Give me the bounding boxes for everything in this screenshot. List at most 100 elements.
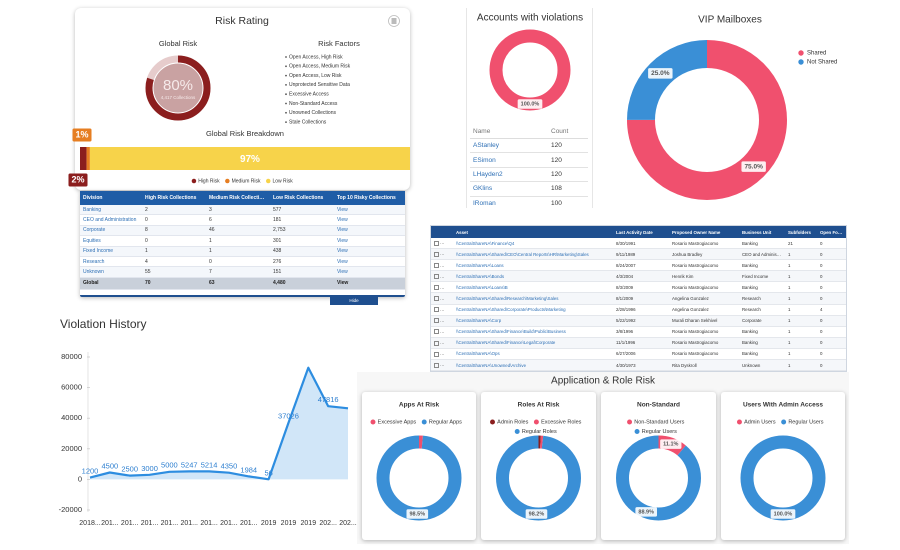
table-cell: 5/22/1992	[613, 315, 669, 327]
bullet	[285, 121, 287, 123]
table-cell: 1	[785, 248, 817, 261]
icon[interactable]	[434, 274, 439, 279]
table-row: \\CentralShareNA\Corp 5/22/1992 Murali Dha…	[431, 315, 846, 327]
bullet	[285, 111, 287, 114]
icon[interactable]	[434, 240, 439, 246]
table-cell: \\CentralShareNA\Finance\Q4	[453, 238, 613, 250]
x-tick-label: 202...	[319, 520, 337, 527]
label-box	[648, 68, 673, 79]
factor-item: Non-Standard Access	[289, 101, 338, 107]
donut-slice	[627, 40, 787, 200]
table-cell: 1	[785, 315, 817, 327]
icon[interactable]	[434, 262, 439, 268]
legend-label: Not Shared	[807, 60, 837, 66]
data-label: 97%	[240, 154, 260, 165]
data-label: 4350	[221, 462, 238, 471]
table-cell[interactable]: View	[334, 277, 405, 290]
legend-swatch	[370, 419, 376, 425]
column-header: Low Risk Collections	[270, 191, 334, 205]
label-box	[406, 509, 429, 519]
factor-item: Open Access, Low Risk	[289, 73, 342, 79]
table-cell[interactable]: View	[334, 246, 405, 257]
legend-label: Regular Apps	[429, 419, 462, 425]
table-cell: 6/27/2006	[613, 348, 669, 361]
menu-button[interactable]	[388, 15, 400, 27]
icon[interactable]	[434, 296, 439, 302]
table-cell: 3/8/1996	[613, 326, 669, 338]
table-cell: \\CentralShareNA\Shared\Finance\Build\Pu…	[453, 326, 613, 338]
separator	[592, 8, 593, 208]
legend-label: Admin Users	[744, 419, 776, 425]
legend-swatch	[266, 178, 271, 184]
table-row: CEO and Administration 0 6 181 View	[80, 214, 405, 226]
table-cell: 8/1/2009	[613, 292, 669, 305]
legend-item: High Risk	[191, 178, 220, 184]
column-header: Division	[80, 191, 142, 205]
table-cell[interactable]: View	[334, 256, 405, 268]
data-label: 1984	[240, 465, 257, 474]
table-cell: \\CentralShareNA\Loans\B	[453, 281, 613, 294]
table-cell: 100	[548, 196, 588, 210]
table-cell: GKlins	[470, 181, 548, 197]
icon[interactable]	[434, 318, 439, 324]
icon[interactable]	[434, 340, 439, 346]
table-cell: 1	[785, 304, 817, 316]
donut-slice	[496, 435, 581, 521]
header-row: Name Count	[470, 124, 588, 139]
donut-slice	[740, 435, 826, 521]
table-cell: 1	[785, 270, 817, 283]
table-cell: 1	[785, 348, 817, 361]
table-cell: 63	[206, 277, 270, 290]
column-header: Medium Risk Collections	[206, 191, 270, 205]
table-cell: Angelina Gonzalez	[669, 304, 739, 316]
table-cell: 9/11/1989	[613, 248, 669, 261]
icon[interactable]	[434, 351, 439, 357]
legend-label: Low Risk	[273, 178, 294, 184]
table-cell: 8/3/2009	[613, 281, 669, 294]
factor-item: Open Access, Medium Risk	[289, 64, 351, 70]
column-header: Proposed Owner Name	[669, 226, 739, 238]
y-tick-label: 0	[78, 474, 82, 483]
table-cell: Joshua Bradley	[669, 248, 739, 261]
y-tick-label: 60000	[61, 383, 82, 392]
data-label: 56	[264, 468, 272, 477]
chart-title: Apps At Risk	[399, 402, 440, 409]
table-cell[interactable]: View	[334, 214, 405, 226]
x-tick-label: 2019	[261, 520, 277, 527]
gauge-value: 80%	[163, 77, 193, 94]
table-cell: Rosario Mastrogiacomo	[669, 281, 739, 294]
table-cell[interactable]: View	[334, 235, 405, 247]
table-cell[interactable]: View	[334, 205, 405, 216]
table-cell: 120	[548, 152, 588, 168]
table-cell: Banking	[739, 281, 785, 294]
donut-slice	[616, 435, 701, 521]
table-cell: Angelina Gonzalez	[669, 292, 739, 305]
table-cell: 0	[817, 248, 846, 261]
data-label: 100.0%	[774, 511, 793, 517]
column-header: Open Folders	[817, 226, 846, 238]
table-cell: Research	[739, 304, 785, 316]
row-icons	[431, 248, 453, 261]
icon[interactable]	[434, 285, 439, 291]
table-cell: Rosario Mastrogiacomo	[669, 326, 739, 338]
hide-button[interactable]: Hide	[330, 297, 378, 305]
chart-title: Non-Standard	[637, 402, 680, 409]
x-tick-label: 2018...	[79, 520, 100, 527]
table-cell: 120	[548, 138, 588, 154]
icon[interactable]	[434, 251, 439, 257]
data-label: 100.0%	[521, 101, 540, 107]
table-cell: 0	[142, 235, 206, 247]
table-row: Equities 0 1 301 View	[80, 235, 405, 247]
icon[interactable]	[434, 329, 439, 335]
table-cell[interactable]: View	[334, 266, 405, 278]
legend-item: Non-Standard Users	[627, 419, 685, 425]
table-cell[interactable]: View	[334, 225, 405, 237]
table-cell: IRoman	[470, 196, 548, 210]
legend-item: Low Risk	[266, 178, 293, 184]
table-cell: 181	[270, 214, 334, 226]
table-cell: 2/28/1996	[613, 304, 669, 316]
y-tick-label: 80000	[61, 352, 82, 361]
icon[interactable]	[434, 307, 439, 313]
factor-item: Stale Collections	[289, 119, 327, 125]
icon[interactable]	[434, 362, 439, 368]
